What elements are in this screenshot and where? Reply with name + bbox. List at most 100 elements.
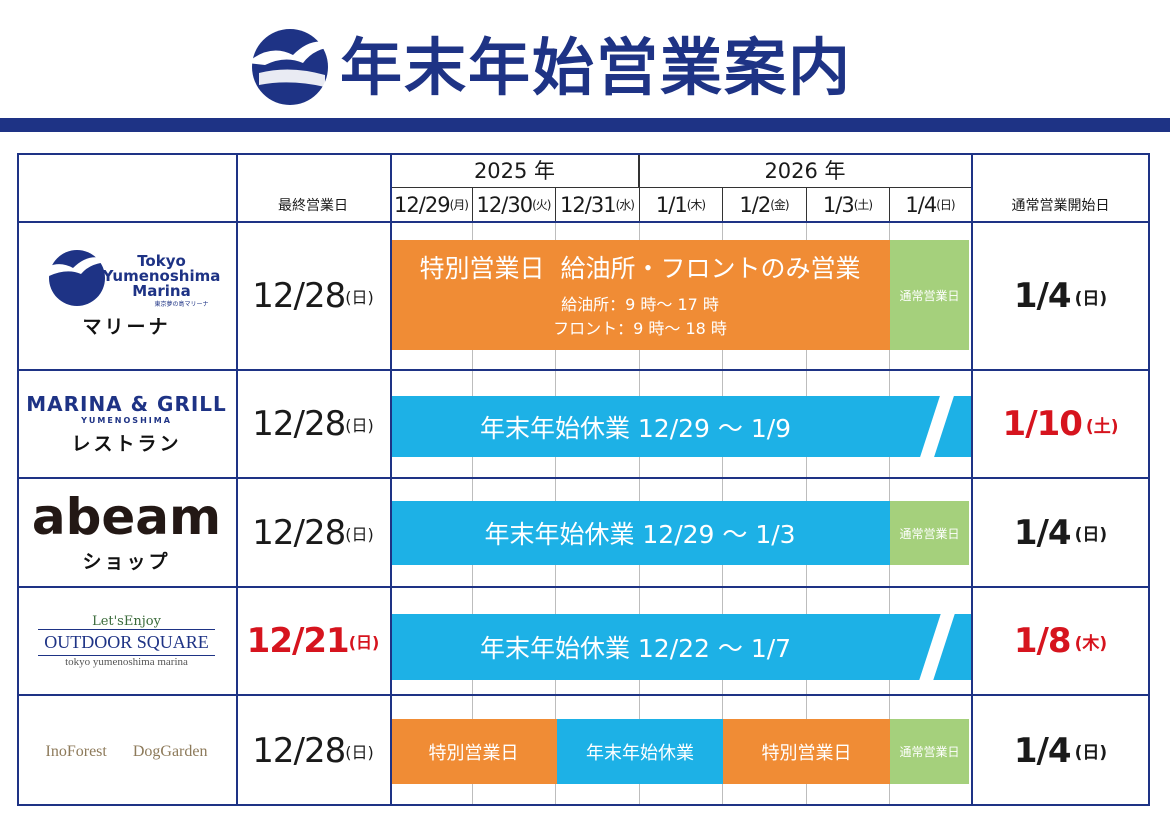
bar-label: 年末年始休業 12/22 ～ 1/7	[479, 634, 792, 663]
grid-line	[889, 187, 890, 222]
date-header: 1/2 (金)	[722, 187, 806, 222]
date-header: 1/3 (土)	[806, 187, 889, 222]
facility-name: レストラン	[71, 433, 182, 455]
date: 1/4	[905, 192, 937, 217]
date: 12/30	[476, 192, 534, 217]
weekday: (木)	[686, 198, 706, 212]
date: 12/28	[252, 404, 346, 444]
grid-line	[638, 153, 640, 187]
logo-text: OUTDOOR SQUARE	[38, 629, 215, 656]
restart-day: 1/4 (日)	[971, 222, 1150, 370]
page-title: 年末年始営業案内	[340, 31, 853, 104]
schedule-bar: 特別営業日	[723, 719, 890, 784]
weekday: (日)	[345, 524, 374, 544]
row-border	[17, 586, 1150, 588]
weekday: (金)	[770, 198, 789, 212]
date: 1/10	[1002, 404, 1083, 444]
date: 12/31	[560, 192, 617, 217]
logo: MARINA & GRILL YUMENOSHIMA レストラン	[19, 370, 234, 478]
bar-label: 年末年始休業 12/29 ～ 1/3	[484, 520, 796, 549]
logo-text: abeam	[31, 488, 222, 546]
schedule-bar: 年末年始休業 12/29 ～ 1/3	[390, 501, 890, 565]
restart-day: 1/10 (土)	[971, 370, 1150, 478]
last-day: 12/28 (日)	[236, 370, 390, 478]
logo-line: InoForest DogGarden	[46, 741, 208, 761]
logo-text: Yumenoshima	[102, 266, 221, 285]
bar-label: 特別営業日	[761, 742, 852, 764]
weekday: (日)	[1074, 525, 1108, 545]
restart-day: 1/4 (日)	[971, 478, 1150, 587]
row-border	[17, 804, 1150, 806]
column-border	[236, 153, 238, 806]
restart-day: 1/8 (木)	[971, 587, 1150, 695]
bar-note: 給油所：9 時～ 17 時	[561, 295, 719, 314]
schedule-bar: 特別営業日	[390, 719, 557, 784]
bar-label: 通常営業日	[899, 526, 960, 541]
date: 12/21	[246, 621, 350, 661]
facility-name: ショップ	[82, 551, 171, 573]
logo: abeam ショップ	[19, 478, 234, 587]
row-border	[17, 694, 1150, 696]
grid-line	[889, 187, 890, 806]
row-border	[17, 369, 1150, 371]
date-header: 12/30 (火)	[472, 187, 555, 222]
logo-text: InoForest	[45, 742, 107, 760]
weekday: (月)	[449, 198, 469, 212]
grid-line	[472, 187, 473, 806]
logo-text: Marina	[132, 281, 191, 300]
header-band	[0, 118, 1170, 132]
date-header: 1/1 (木)	[639, 187, 722, 222]
date: 12/28	[252, 276, 346, 316]
date: 12/29	[394, 192, 451, 217]
date-header: 12/29 (月)	[390, 187, 472, 222]
column-border	[390, 153, 392, 806]
date: 1/4	[1013, 512, 1072, 553]
date: 12/28	[252, 512, 346, 553]
schedule-bar: 特別営業日 給油所・フロントのみ営業 給油所：9 時～ 17 時フロント：9 時～…	[390, 240, 890, 350]
bar-label: 年末年始休業 12/29 ～ 1/9	[479, 413, 792, 443]
logo-mark	[37, 250, 111, 306]
column-header: 最終営業日	[278, 197, 348, 214]
date-header: 12/31 (水)	[555, 187, 639, 222]
date: 1/3	[822, 192, 855, 217]
column-border	[1148, 153, 1150, 806]
year: 2026 年	[764, 159, 846, 183]
header-logo	[247, 29, 337, 105]
grid-line	[390, 187, 971, 188]
date: 1/2	[739, 192, 771, 217]
logo-text: MARINA & GRILL	[26, 392, 227, 416]
bar-label: 通常営業日	[899, 745, 960, 759]
date: 1/8	[1013, 621, 1072, 661]
logo-text: Tokyo	[137, 251, 186, 270]
grid-line	[555, 187, 556, 222]
weekday: (日)	[936, 198, 955, 212]
grid-line	[472, 187, 473, 222]
row-border	[17, 221, 1150, 223]
logo: InoForest DogGarden	[19, 695, 234, 806]
grid-line	[555, 187, 556, 806]
date: 1/4	[1013, 276, 1072, 316]
bar-note: フロント：9 時～ 18 時	[553, 319, 727, 338]
logo-text: YUMENOSHIMA	[81, 416, 172, 425]
last-day: 12/21 (日)	[236, 587, 390, 695]
schedule-bar: 通常営業日	[890, 719, 969, 784]
weekday: (火)	[532, 198, 551, 212]
schedule-bar: 通常営業日	[890, 240, 969, 350]
weekday: (水)	[615, 198, 635, 212]
date: 1/1	[655, 192, 688, 217]
weekday: (木)	[1074, 633, 1108, 654]
weekday: (日)	[348, 633, 380, 652]
column-header: 通常営業開始日	[1011, 197, 1110, 214]
bar-break	[918, 396, 956, 457]
weekday: (土)	[1085, 416, 1119, 437]
last-day: 12/28 (日)	[236, 695, 390, 806]
date: 1/4	[1013, 730, 1072, 771]
bar-label: 通常営業日	[899, 288, 960, 303]
logo: Tokyo Yumenoshima Marina 東京夢の島マリーナ マリーナ	[19, 222, 234, 370]
schedule-bar: 年末年始休業 12/29 ～ 1/9	[390, 396, 971, 457]
grid-line	[806, 187, 807, 222]
schedule-bar: 年末年始休業	[557, 719, 723, 784]
grid-line	[806, 187, 807, 806]
bar-break	[917, 614, 957, 680]
